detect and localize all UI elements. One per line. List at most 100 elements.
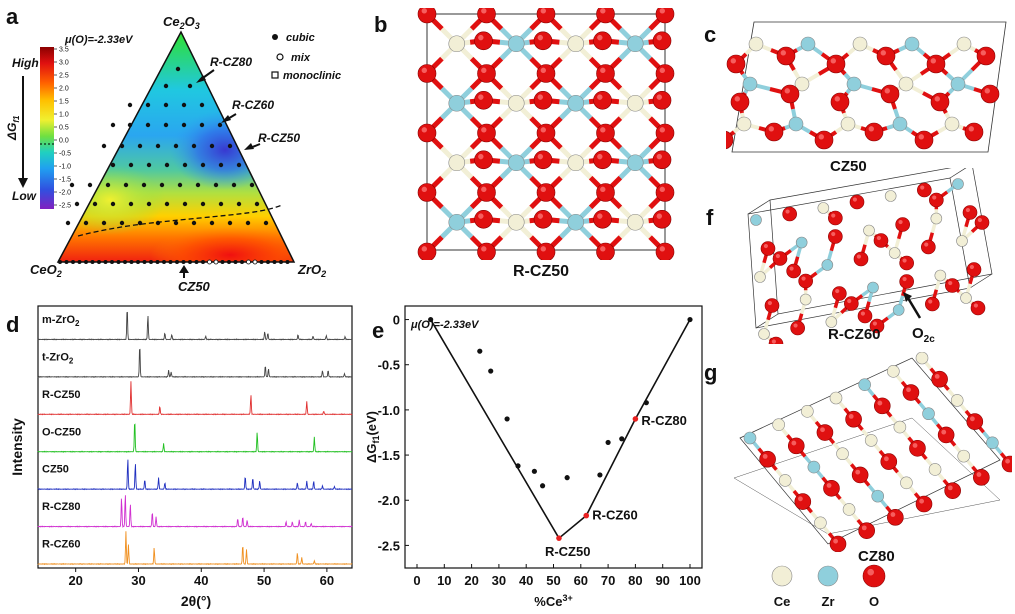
atom-zr <box>795 236 808 249</box>
atom-o <box>826 54 846 74</box>
atom-zr <box>950 76 966 92</box>
atom-o <box>830 92 850 112</box>
ternary-point <box>146 162 152 168</box>
xrd-patterns-chart: 20 30 40 50 60 2θ(°) Intensity m-ZrO2 t-ZrO2 R-CZ… <box>9 305 353 609</box>
xrd-trace-o-cz50 <box>37 423 353 453</box>
ternary-point <box>195 182 201 188</box>
atom-ce <box>507 213 525 231</box>
ternary-point <box>191 220 197 226</box>
atom-o <box>417 123 437 143</box>
atom-legend: Ce Zr O <box>771 564 886 609</box>
atom-zr <box>448 94 466 112</box>
ternary-point <box>181 102 187 108</box>
atom-o <box>829 535 847 552</box>
highlight-point <box>556 535 562 541</box>
atom-o <box>845 410 862 428</box>
ternary-point <box>163 102 169 108</box>
colorbar-tick-label: -1.5 <box>59 177 71 184</box>
atom-zr <box>922 407 935 421</box>
ternary-point <box>259 260 264 264</box>
atom-zr <box>871 489 885 503</box>
atom-o <box>828 210 843 226</box>
atom-o <box>477 183 496 202</box>
data-point <box>428 316 434 323</box>
atom-o <box>533 209 553 229</box>
ternary-point <box>110 201 116 207</box>
ternary-point <box>227 260 231 264</box>
e-x-tick-label: 70 <box>601 573 615 588</box>
atom-ce <box>736 116 752 132</box>
atom-o <box>536 242 556 260</box>
caption-r-cz60: R-CZ60 <box>828 326 881 343</box>
atom-o <box>726 54 746 74</box>
atom-o <box>533 90 553 110</box>
atom-o <box>790 320 805 336</box>
e-x-tick-label: 0 <box>413 573 420 588</box>
colorbar-tick-label: -1.0 <box>59 164 71 171</box>
atom-o <box>596 242 615 260</box>
highlight-label: R-CZ80 <box>641 413 687 428</box>
atom-zr <box>952 178 964 190</box>
ternary-point-mix <box>252 259 258 265</box>
atom-o <box>782 206 797 222</box>
data-point <box>504 416 510 422</box>
e-x-tick-label: 10 <box>437 573 451 588</box>
atom-o <box>596 8 615 24</box>
panel-a-letter: a <box>6 4 19 29</box>
data-point <box>477 348 483 354</box>
ternary-point <box>136 260 140 264</box>
atom-o <box>477 8 496 24</box>
atom-o <box>655 64 675 83</box>
ternary-point <box>163 83 169 89</box>
atom-ce <box>778 474 792 487</box>
ternary-point <box>168 260 173 264</box>
ternary-point <box>187 83 193 89</box>
ternary-point <box>105 182 111 188</box>
e-x-tick-label: 30 <box>492 573 506 588</box>
ternary-point <box>137 143 143 149</box>
atom-ce <box>840 116 856 132</box>
atom-o <box>899 274 914 289</box>
ternary-point <box>163 122 169 128</box>
atom-o <box>974 215 990 230</box>
atom-zr <box>448 213 466 231</box>
atom-o <box>816 424 834 441</box>
atom-ce <box>956 36 972 52</box>
ternary-point <box>199 102 205 108</box>
xrd-trace-label: R-CZ60 <box>42 539 81 551</box>
colorbar-low-label: Low <box>12 189 37 203</box>
xrd-trace-t-zro <box>37 348 353 378</box>
legend-monoclinic: monoclinic <box>283 70 341 82</box>
atom-o <box>876 46 896 66</box>
e-x-tick-label: 90 <box>655 573 669 588</box>
atom-o <box>726 130 734 150</box>
atom-ce <box>887 365 900 378</box>
ternary-point <box>177 182 183 188</box>
atom-o <box>880 84 900 104</box>
atom-o <box>474 31 493 51</box>
colorbar-tick-label: -0.5 <box>59 151 71 158</box>
ternary-point <box>182 162 188 168</box>
data-point <box>597 472 603 478</box>
atom-o <box>596 183 615 202</box>
atom-o <box>652 31 672 51</box>
ternary-point <box>249 182 255 188</box>
e-y-tick-label: -1.5 <box>378 448 400 463</box>
legend-zr: Zr <box>822 594 835 609</box>
atom-o <box>926 54 946 74</box>
atom-ce <box>934 269 947 282</box>
highlight-point <box>632 416 639 422</box>
xrd-plot-frame <box>37 305 353 569</box>
legend-mix: mix <box>291 52 311 64</box>
atom-zr <box>567 213 585 231</box>
atom-o <box>844 296 859 311</box>
atom-o <box>477 64 496 83</box>
ternary-point <box>285 260 290 264</box>
atom-zr <box>846 76 862 92</box>
panel-c-letter: c <box>704 22 717 47</box>
ternary-point <box>162 260 166 264</box>
ternary-point <box>110 162 116 168</box>
atom-o <box>593 150 612 170</box>
ternary-point <box>97 260 101 264</box>
ternary-point <box>101 220 107 226</box>
